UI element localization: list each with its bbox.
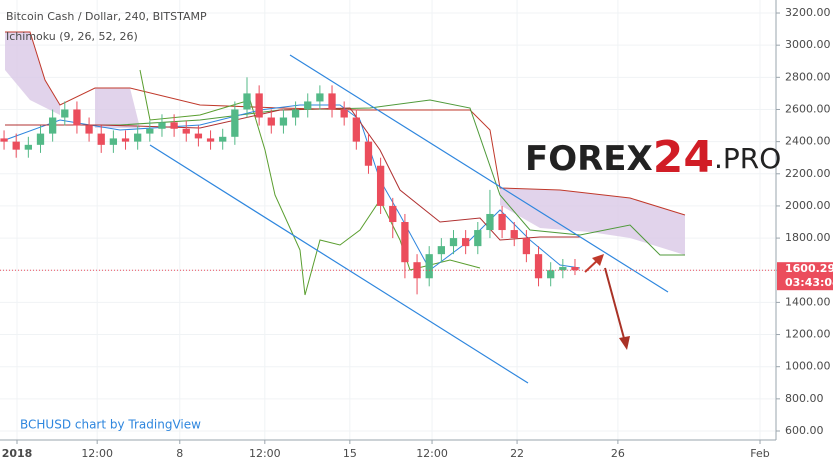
candle-body [146, 128, 154, 134]
y-tick-label: 1800.00 [785, 231, 831, 244]
candle-body [206, 138, 215, 142]
candle-body [170, 122, 178, 129]
y-tick-label: 1200.00 [785, 328, 831, 341]
candle-body [340, 109, 348, 118]
candle-body [85, 125, 93, 134]
candle-body [194, 133, 203, 139]
candle-body [510, 230, 518, 239]
candle-body [486, 213, 494, 231]
candle-body [48, 117, 57, 134]
x-tick-label: 26 [611, 447, 625, 460]
y-tick-label: 1000.00 [785, 360, 831, 373]
candle-body [559, 267, 567, 271]
candle-body [425, 254, 433, 279]
last-price-box [777, 262, 833, 291]
y-tick-label: 1400.00 [785, 295, 831, 308]
y-tick-label: 600.00 [785, 424, 824, 437]
candle-body [437, 246, 445, 255]
span-b [5, 99, 685, 256]
candle-body [61, 109, 69, 118]
candle-body [547, 270, 555, 279]
x-tick-label: 12:00 [81, 447, 113, 460]
arrow [604, 267, 626, 343]
x-tick-label: 22 [510, 447, 524, 460]
candle-body [109, 138, 118, 145]
channel-line [149, 144, 529, 384]
candle-body [219, 136, 227, 142]
channel-line [289, 54, 669, 293]
y-tick-label: 2600.00 [785, 102, 831, 115]
x-tick-label: 8 [176, 447, 183, 460]
ichimoku-cloud [95, 88, 140, 128]
candle-body [498, 213, 506, 231]
ichimoku-cloud [500, 188, 685, 255]
candle-body [291, 109, 300, 118]
candle-body [376, 165, 385, 206]
x-tick-label: 15 [343, 447, 357, 460]
candle-body [389, 205, 397, 223]
watermark: FOREX24.PRO [525, 132, 781, 183]
arrow-head [592, 254, 604, 266]
x-tick-label: 12:00 [249, 447, 281, 460]
candle-body [134, 133, 142, 142]
candle-body [255, 93, 263, 118]
watermark-part: .PRO [714, 142, 781, 175]
candle-body [449, 238, 458, 247]
x-tick-label: Feb [750, 447, 769, 460]
candle-body [474, 230, 482, 247]
candle-body [36, 133, 45, 145]
credit: BCHUSD chart by TradingView [20, 418, 201, 432]
candle-body [267, 117, 275, 126]
y-tick-label: 800.00 [785, 392, 824, 405]
candle-body [401, 222, 409, 263]
candle-body [304, 101, 312, 110]
candle-body [121, 138, 130, 142]
candle-body [158, 122, 166, 129]
candle-body [316, 93, 324, 102]
candle-body [12, 141, 20, 150]
watermark-part: 24 [653, 132, 714, 183]
countdown-label: 03:43:04 [785, 276, 833, 289]
candle-body [182, 128, 190, 134]
y-tick-label: 2400.00 [785, 135, 831, 148]
candle-body [73, 109, 81, 126]
ichimoku-cloud [5, 32, 60, 115]
chart-title: Bitcoin Cash / Dollar, 240, BITSTAMP [6, 10, 207, 23]
candle-body [364, 141, 373, 166]
candle-body [243, 93, 251, 110]
candle-body [571, 267, 579, 271]
x-tick-label: 12:00 [416, 447, 448, 460]
x-tick-label: 2018 [2, 447, 33, 460]
candle-body [97, 133, 105, 145]
candle-body [0, 138, 8, 142]
candle-body [24, 144, 32, 150]
candle-body [279, 117, 288, 126]
y-tick-label: 2200.00 [785, 167, 831, 180]
y-tick-label: 2000.00 [785, 199, 831, 212]
candle-body [352, 117, 360, 142]
candle-body [231, 109, 239, 137]
indicator-label: Ichimoku (9, 26, 52, 26) [6, 30, 138, 43]
candle-body [462, 238, 470, 247]
y-tick-label: 2800.00 [785, 70, 831, 83]
y-tick-label: 3000.00 [785, 38, 831, 51]
last-price-label: 1600.29 [785, 262, 833, 275]
candle-body [522, 238, 531, 255]
kijun-line [5, 107, 580, 241]
arrow-head [619, 336, 630, 350]
y-tick-label: 3200.00 [785, 6, 831, 19]
candle-body [328, 93, 336, 110]
watermark-part: FOREX [525, 139, 653, 179]
candle-body [534, 254, 543, 279]
